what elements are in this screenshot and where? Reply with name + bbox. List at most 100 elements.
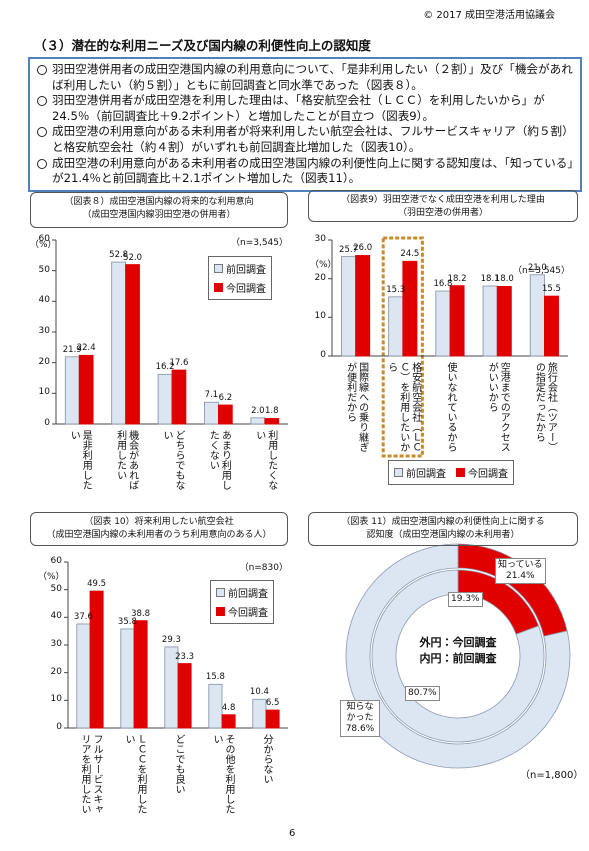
chart-title: （図表８）成田空港国内線の将来的な利用意向 — [64, 197, 254, 207]
bar — [355, 255, 371, 357]
y-tick-label: 0 — [56, 722, 62, 732]
bar — [482, 285, 498, 357]
category-label: 知っている — [498, 560, 543, 570]
x-tick-label: その他を利用したい — [211, 734, 234, 814]
y-tick-label: 0 — [44, 418, 50, 428]
value-label: 37.6 — [73, 611, 93, 622]
value-label: 80.7% — [405, 686, 440, 701]
value-label: 15.3 — [386, 284, 406, 295]
value-label: 35.8 — [117, 616, 137, 627]
y-tick-label: 20 — [50, 666, 62, 677]
x-tick-label: 利用したくない — [253, 430, 277, 490]
value-label: 21.0 — [527, 262, 547, 273]
chart-subtitle: （成田空港国内線羽田空港の併用者） — [82, 210, 236, 220]
summary-box: 羽田空港併用者の成田空港国内線の利用意向について、「是非利用したい（２割）」及び… — [28, 57, 582, 192]
y-tick-label: 60 — [38, 234, 50, 244]
value-label: 52.8 — [109, 250, 129, 261]
value-label: 21.4% — [505, 571, 535, 581]
bar — [496, 285, 512, 357]
bullet-text: 成田空港の利用意向がある未利用者が将来利用したい航空会社は、フルサービスキャリア… — [52, 124, 574, 154]
legend-swatch — [216, 607, 225, 616]
bar — [402, 260, 418, 357]
axis-unit: （%） — [30, 240, 57, 250]
page-number: 6 — [289, 828, 296, 839]
value-label: 23.3 — [175, 651, 195, 662]
bullet-marker — [37, 158, 47, 169]
value-label: 38.8 — [131, 608, 151, 619]
header: © 2017 成田空港活用協議会 — [423, 10, 555, 21]
sample-size: （n=1,800） — [520, 770, 584, 781]
chart-title-box: （図表８）成田空港国内線の将来的な利用意向 （成田空港国内線羽田空港の併用者） — [30, 192, 288, 228]
bullet-item: 羽田空港併用者の成田空港国内線の利用意向について、「是非利用したい（２割）」及び… — [34, 62, 576, 93]
y-tick-label: 30 — [314, 234, 326, 244]
bar — [449, 285, 465, 357]
value-label: 15.5 — [542, 284, 561, 295]
x-tick-label: フルサービスキャリアを利用したい — [79, 734, 102, 814]
ring-legend: 内円：前回調査 — [419, 652, 497, 665]
bar — [64, 356, 80, 425]
bar — [76, 623, 91, 729]
y-tick-label: 20 — [38, 356, 50, 367]
x-tick-label: 分からない — [261, 734, 272, 784]
legend-swatch — [214, 283, 223, 292]
legend-item: 前回調査 — [214, 261, 266, 276]
legend-swatch — [216, 588, 225, 597]
chart-title-box: （図表 11）成田空港国内線の利便性向上に関する 認知度（成田空港国内線の未利用者… — [308, 512, 578, 546]
legend-label: 前回調査 — [406, 469, 446, 480]
value-label: 7.1 — [204, 390, 219, 401]
chart-title-box: （図表9）羽田空港でなく成田空港を利用した理由 （羽田空港の併用者） — [308, 190, 578, 222]
bar — [208, 683, 223, 729]
bar — [341, 256, 357, 357]
x-tick-label: 是非利用したい — [68, 430, 92, 490]
legend-label: 今回調査 — [468, 469, 508, 480]
legend: 前回調査今回調査 — [210, 580, 274, 624]
axis-unit: （%） — [38, 572, 65, 582]
y-tick-label: 60 — [50, 556, 62, 566]
bar — [120, 628, 135, 729]
chart-title: （図表 11）成田空港国内線の利便性向上に関する — [341, 517, 545, 527]
x-tick-label: 空港までのアクセスがいいから — [486, 362, 510, 452]
chart-title: （図表 10）将来利用したい航空会社 — [84, 517, 234, 527]
value-label: 21.9 — [62, 344, 82, 355]
sample-size: （n=3,545） — [512, 266, 570, 276]
value-label: 19.3% — [448, 592, 483, 607]
y-tick-label: 20 — [314, 272, 326, 283]
legend-item: 前回調査 — [216, 585, 268, 600]
legend-item: 今回調査 — [456, 465, 508, 480]
value-label: 26.0 — [353, 243, 373, 254]
legend: 前回調査 今回調査 — [388, 460, 514, 485]
chart-subtitle: 認知度（成田空港国内線の未利用者） — [366, 530, 520, 540]
axis-unit: （%） — [310, 260, 337, 270]
bullet-text: 羽田空港併用者の成田空港国内線の利用意向について、「是非利用したい（２割）」及び… — [52, 62, 573, 92]
legend-label: 今回調査 — [226, 284, 266, 295]
value-label: 2.0 — [251, 405, 265, 416]
bullet-text: 羽田空港併用者が成田空港を利用した理由は、「格安航空会社（ＬＣＣ）を利用したいか… — [52, 93, 545, 123]
legend-label: 今回調査 — [228, 608, 268, 619]
value-label: 25.7 — [339, 244, 358, 255]
bullet-item: 成田空港の利用意向がある未利用者が将来利用したい航空会社は、フルサービスキャリア… — [34, 124, 576, 155]
bar — [265, 709, 280, 729]
legend-label: 前回調査 — [226, 265, 266, 276]
y-tick-label: 50 — [38, 264, 50, 275]
chart-subtitle: （羽田空港の併用者） — [397, 208, 488, 218]
value-label: 18.1 — [480, 274, 500, 284]
x-tick-label: どちらでもない — [161, 430, 184, 490]
y-tick-label: 50 — [50, 583, 62, 594]
segment-label: 知らなかった 78.6% — [340, 700, 380, 737]
bullet-item: 羽田空港併用者が成田空港を利用した理由は、「格安航空会社（ＬＣＣ）を利用したいか… — [34, 93, 576, 124]
bar — [133, 620, 148, 729]
sample-size: （n=3,545） — [230, 238, 288, 248]
sample-size: （n=830） — [239, 563, 288, 573]
bar — [250, 417, 266, 425]
value-label: 10.4 — [249, 687, 269, 698]
value-label: 52.0 — [123, 252, 143, 263]
bar — [204, 401, 219, 425]
y-tick-label: 10 — [38, 387, 50, 398]
section-title: （３）潜在的な利用ニーズ及び国内線の利便性向上の認知度 — [34, 38, 371, 53]
bar — [171, 369, 187, 425]
y-tick-label: 0 — [320, 350, 326, 360]
bar — [125, 264, 140, 425]
chart-title-box: （図表 10）将来利用したい航空会社 （成田空港国内線の未利用者のうち利用意向のあ… — [30, 512, 288, 546]
y-tick-label: 40 — [38, 295, 50, 306]
